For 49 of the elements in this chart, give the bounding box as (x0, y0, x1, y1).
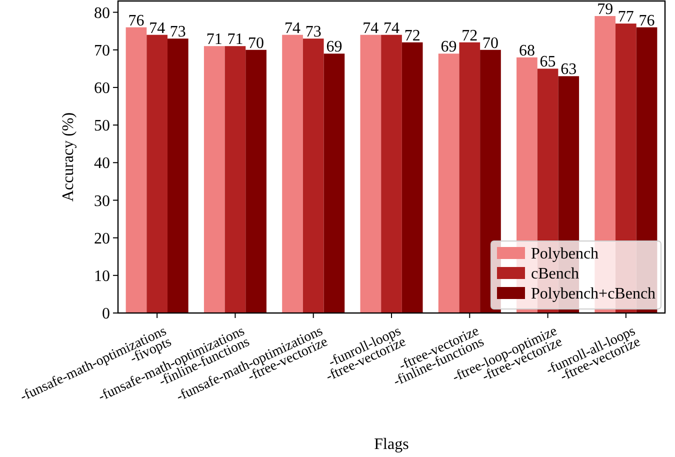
legend-label: Polybench+cBench (531, 286, 656, 303)
y-axis-title: Accuracy (%) (60, 112, 77, 202)
legend-label: Polybench (531, 246, 599, 263)
data-label: 68 (518, 42, 535, 60)
y-tick-label: 0 (102, 306, 110, 323)
bar (324, 54, 345, 313)
data-label: 79 (597, 1, 614, 18)
data-label: 73 (305, 24, 322, 41)
data-label: 74 (384, 20, 400, 37)
bar (126, 27, 147, 313)
data-label: 63 (560, 61, 577, 78)
legend-label: cBench (531, 266, 579, 283)
data-label: 74 (284, 20, 301, 37)
data-label: 72 (404, 27, 420, 44)
bar (302, 38, 324, 313)
data-label: 76 (638, 12, 655, 30)
y-tick-label: 60 (94, 80, 110, 98)
data-label: 76 (128, 12, 144, 30)
bar (167, 38, 188, 313)
bar (459, 42, 480, 313)
data-label: 77 (618, 8, 634, 26)
y-tick-label: 80 (94, 4, 110, 22)
bar (438, 54, 460, 313)
y-tick-label: 20 (94, 230, 110, 248)
bar (146, 34, 168, 313)
y-tick-label: 70 (94, 42, 110, 60)
data-label: 72 (462, 27, 478, 44)
data-label: 74 (362, 20, 379, 37)
data-label: 69 (326, 38, 342, 56)
bar (381, 34, 402, 313)
bar (282, 34, 303, 313)
bar (204, 46, 225, 313)
data-label: 65 (540, 54, 556, 71)
x-axis-title: Flags (374, 436, 409, 453)
y-tick-label: 40 (94, 155, 110, 172)
data-label: 69 (440, 38, 457, 56)
data-label: 70 (248, 34, 264, 52)
data-label: 71 (206, 31, 222, 48)
bar (360, 34, 382, 313)
bar (402, 42, 423, 313)
bar (224, 46, 246, 313)
data-label: 71 (227, 31, 244, 48)
y-tick-label: 50 (94, 118, 110, 135)
data-label: 74 (149, 20, 166, 37)
data-label: 70 (482, 34, 498, 52)
bar (246, 50, 266, 313)
y-tick-label: 10 (94, 268, 110, 286)
data-label: 73 (170, 24, 186, 41)
y-tick-label: 30 (94, 192, 110, 210)
